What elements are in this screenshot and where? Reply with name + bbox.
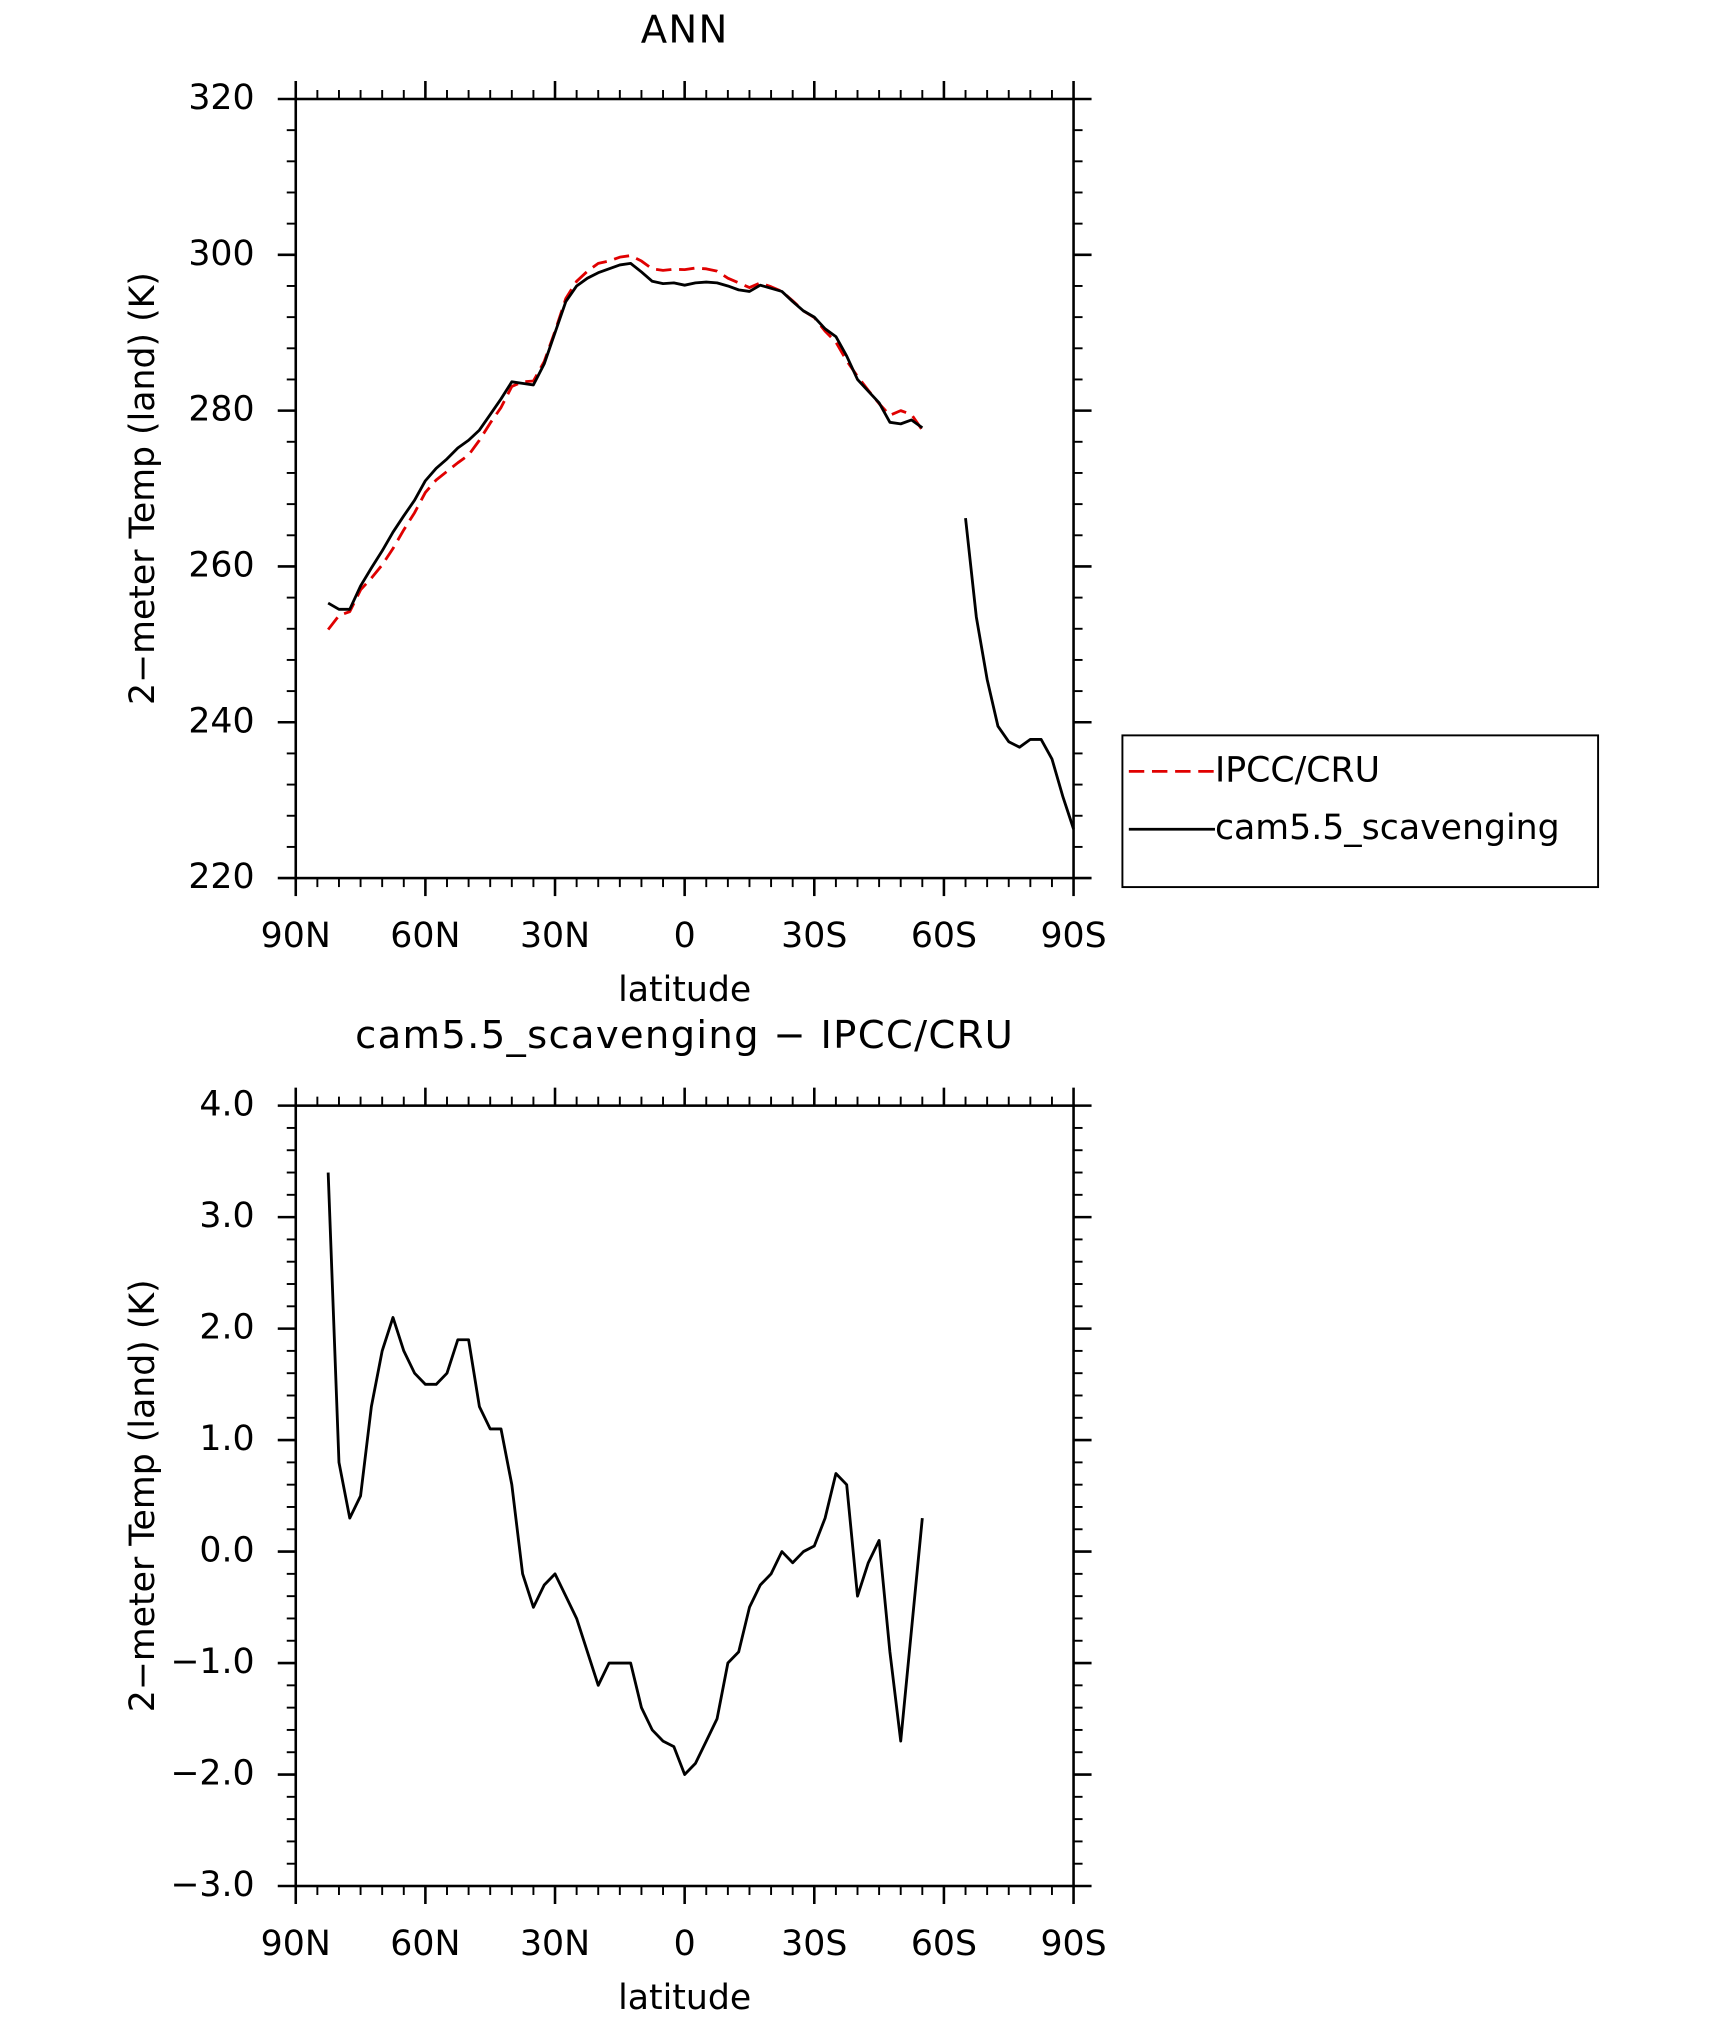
y-tick-label: 300 (188, 234, 254, 274)
data-line (327, 254, 924, 631)
y-tick-label: 280 (188, 390, 254, 430)
y-tick-label: −3.0 (170, 1865, 254, 1905)
y-tick-label: 220 (188, 857, 254, 897)
y-tick-label: 1.0 (199, 1419, 254, 1459)
x-tick-label: 30N (520, 1924, 590, 1964)
y-axis-label: 2−meter Temp (land) (K) (123, 1279, 163, 1712)
x-tick-label: 60N (390, 1924, 460, 1964)
x-tick-label: 90S (1040, 1924, 1106, 1964)
x-tick-label: 90N (261, 916, 331, 956)
chart-title: ANN (641, 8, 729, 53)
x-tick-label: 0 (674, 1924, 696, 1964)
x-tick-label: 60S (911, 1924, 977, 1964)
x-tick-label: 30S (781, 916, 847, 956)
y-tick-label: 2.0 (199, 1308, 254, 1348)
y-tick-label: 3.0 (199, 1196, 254, 1236)
plot-frame (294, 97, 1075, 880)
y-tick-label: 320 (188, 78, 254, 118)
x-axis-label: latitude (618, 970, 751, 1010)
data-line (327, 261, 1075, 830)
x-tick-label: 30N (520, 916, 590, 956)
x-tick-label: 60S (911, 916, 977, 956)
legend-label: IPCC/CRU (1215, 750, 1380, 790)
y-tick-label: −1.0 (170, 1642, 254, 1682)
x-tick-label: 90S (1040, 916, 1106, 956)
legend-box (1121, 734, 1600, 889)
y-tick-label: 0.0 (199, 1531, 254, 1571)
x-tick-label: 0 (674, 916, 696, 956)
plot-frame (294, 1104, 1075, 1888)
data-line (326, 1172, 924, 1776)
x-tick-label: 30S (781, 1924, 847, 1964)
y-tick-label: 240 (188, 701, 254, 741)
x-axis-label: latitude (618, 1978, 751, 2018)
y-tick-label: 4.0 (199, 1085, 254, 1125)
chart-title: cam5.5_scavenging − IPCC/CRU (355, 1013, 1014, 1058)
y-tick-label: −2.0 (170, 1754, 254, 1794)
x-tick-label: 60N (390, 916, 460, 956)
x-tick-label: 90N (261, 1924, 331, 1964)
y-tick-label: 260 (188, 545, 254, 585)
y-axis-label: 2−meter Temp (land) (K) (123, 272, 163, 705)
legend-label: cam5.5_scavenging (1215, 808, 1560, 848)
